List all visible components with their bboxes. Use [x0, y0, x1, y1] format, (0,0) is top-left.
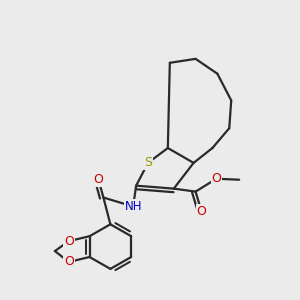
Text: S: S [144, 156, 152, 170]
Text: NH: NH [124, 200, 142, 213]
Text: O: O [196, 205, 206, 218]
Text: O: O [94, 173, 103, 186]
Text: O: O [212, 172, 221, 185]
Text: O: O [64, 256, 74, 268]
Text: O: O [64, 235, 74, 248]
